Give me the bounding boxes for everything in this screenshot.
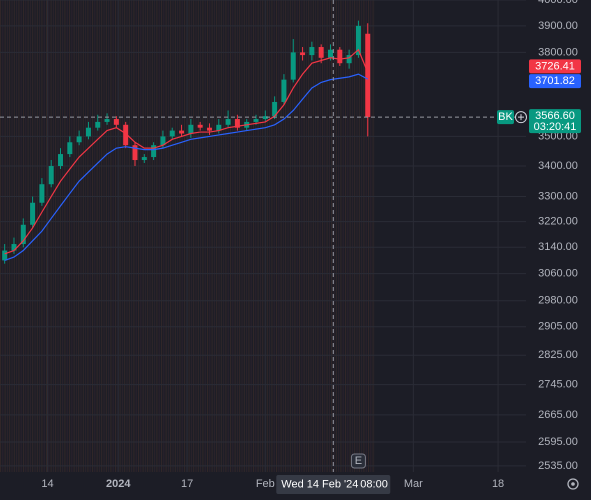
countdown: 03:20:41 <box>534 121 577 133</box>
x-tick-label: Feb <box>256 478 275 490</box>
candle-body <box>95 121 101 128</box>
candle-body <box>85 127 91 137</box>
candle-body <box>290 52 296 80</box>
grid <box>0 0 526 472</box>
candle-body <box>30 202 36 225</box>
candle-body <box>160 136 166 146</box>
candle-body <box>225 119 231 125</box>
y-tick-label: 2825.00 <box>538 349 578 361</box>
candle-body <box>76 136 82 143</box>
candle-body <box>39 184 45 203</box>
candle-body <box>309 47 315 56</box>
crosshair-time-tag: Wed 14 Feb '24 08:00 <box>276 475 391 494</box>
candle-body <box>48 166 54 185</box>
settings-icon[interactable] <box>567 478 579 490</box>
candle-body <box>141 157 147 161</box>
x-tick-label: 18 <box>492 478 504 490</box>
candle-body <box>11 244 17 251</box>
candle-body <box>179 130 185 134</box>
candle-body <box>20 224 26 245</box>
candle-body <box>58 154 64 167</box>
price-tag-label: 3726.41 <box>535 60 575 72</box>
candle-body <box>300 52 306 56</box>
candle-body <box>216 124 222 131</box>
candle-body <box>234 119 240 128</box>
y-tick-label: 3800.00 <box>538 46 578 58</box>
price-tag-label: 3701.82 <box>535 75 575 87</box>
candle-body <box>104 119 110 122</box>
candle-body <box>132 145 138 161</box>
crosshair-time-bg <box>276 475 391 494</box>
candle-body <box>151 145 157 158</box>
candle-body <box>272 101 278 117</box>
axes: 4000.00 3900.00 3800.00 3500.00 3400.00 3300.… <box>41 0 578 490</box>
y-tick-label: 3220.00 <box>538 215 578 227</box>
add-alert-button[interactable] <box>515 111 527 124</box>
candle-body <box>253 119 259 122</box>
y-tick-label: 4000.00 <box>538 0 578 6</box>
candle-body <box>123 124 129 146</box>
price-tag: 3726.41 <box>529 59 581 74</box>
y-tick-label: 2595.00 <box>538 436 578 448</box>
candle-body <box>197 124 203 128</box>
x-tick-label: 17 <box>181 478 193 490</box>
y-tick-label: 2535.00 <box>538 460 578 472</box>
crosshair-date: Wed 14 Feb '24 <box>281 478 358 490</box>
candle-body <box>318 47 324 58</box>
price-tag: 3701.82 <box>529 74 581 89</box>
last-price-bg <box>529 109 581 134</box>
y-tick-label: 2665.00 <box>538 409 578 421</box>
moving-average <box>4 73 369 261</box>
y-tick-label: 2980.00 <box>538 295 578 307</box>
add-alert-plus <box>518 114 524 121</box>
y-tick-label: 3300.00 <box>538 190 578 202</box>
candle-body <box>262 116 268 120</box>
y-tick-label: 2745.00 <box>538 379 578 391</box>
y-tick-label: 3400.00 <box>538 160 578 172</box>
x-tick-label: Mar <box>404 478 423 490</box>
y-tick-label: 3060.00 <box>538 268 578 280</box>
candle-body <box>346 55 352 64</box>
candle-body <box>365 33 371 118</box>
candle-body <box>2 250 8 261</box>
x-tick-label: 14 <box>41 478 53 490</box>
y-tick-label: 3140.00 <box>538 241 578 253</box>
crosshair-time: 08:00 <box>360 478 388 490</box>
candle-body <box>67 142 73 155</box>
marks: E <box>0 0 526 472</box>
candle-body <box>206 127 212 131</box>
candle-body <box>337 49 343 64</box>
event-marker <box>350 453 366 469</box>
candle-body <box>327 49 333 58</box>
event-label: E <box>355 455 362 467</box>
y-tick-label: 3900.00 <box>538 20 578 32</box>
candle-body <box>188 124 194 134</box>
x-tick-label: 2024 <box>106 478 131 490</box>
candle-body <box>281 79 287 102</box>
candle-body <box>169 130 175 137</box>
y-tick-label: 3500.00 <box>538 130 578 142</box>
candle-body <box>113 119 119 125</box>
last-price-label: 3566.60 <box>535 110 575 122</box>
candle-body <box>355 25 361 56</box>
y-tick-label: 2905.00 <box>538 321 578 333</box>
bk-tag-bg <box>497 110 514 125</box>
price-tag-bg <box>529 59 581 74</box>
moving-average <box>4 48 369 255</box>
price-tag-bg <box>529 74 581 89</box>
bk-tag: BK <box>498 111 513 123</box>
